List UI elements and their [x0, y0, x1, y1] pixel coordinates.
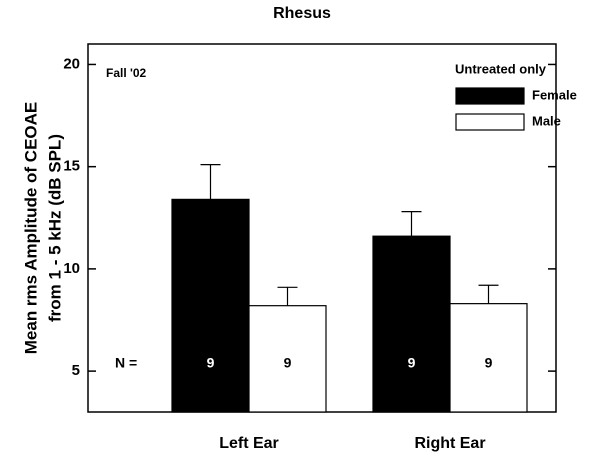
- y-tick-label: 15: [63, 158, 80, 175]
- x-tick-label: Left Ear: [219, 435, 279, 452]
- x-tick-label: Right Ear: [414, 435, 485, 452]
- legend-swatch: [455, 113, 525, 131]
- bar: [248, 305, 327, 413]
- n-value: 9: [207, 355, 215, 371]
- legend-label: Male: [532, 113, 561, 128]
- bar: [171, 198, 250, 413]
- y-axis-label: from 1 - 5 kHz (dB SPL): [45, 134, 64, 322]
- legend-label: Female: [532, 87, 577, 102]
- n-value: 9: [485, 355, 493, 371]
- bar: [449, 303, 528, 413]
- n-value: 9: [284, 355, 292, 371]
- n-value: 9: [408, 355, 416, 371]
- legend-title: Untreated only: [455, 61, 547, 76]
- y-axis-label: Mean rms Amplitude of CEOAE: [21, 102, 40, 355]
- bar: [372, 235, 451, 413]
- legend-swatch: [455, 87, 525, 105]
- y-tick-label: 20: [63, 55, 80, 72]
- y-tick-label: 5: [72, 362, 80, 379]
- y-tick-label: 10: [63, 260, 80, 277]
- chart-title: Rhesus: [273, 5, 331, 22]
- annotation: Fall '02: [106, 66, 147, 80]
- n-label: N =: [115, 355, 137, 371]
